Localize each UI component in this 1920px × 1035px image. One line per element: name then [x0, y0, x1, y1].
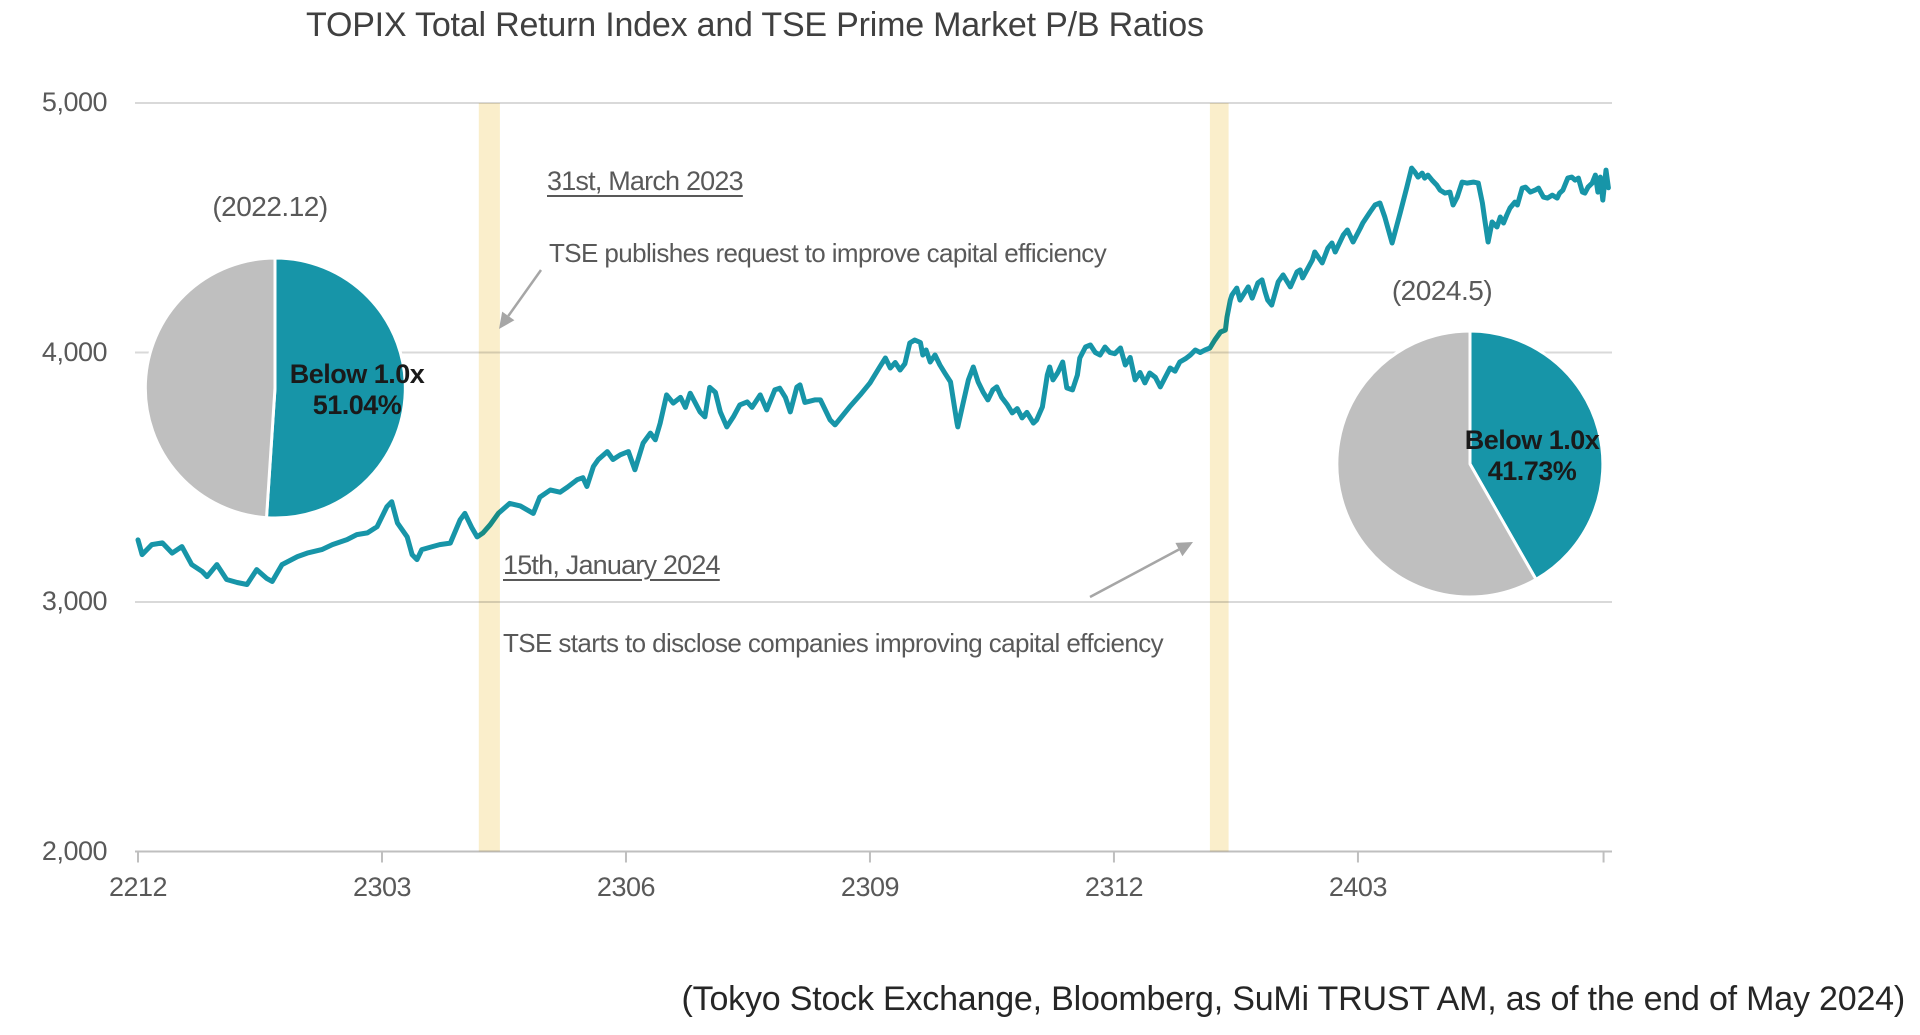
- annotation-date-march-2023: 31st, March 2023: [547, 166, 744, 196]
- source-note: (Tokyo Stock Exchange, Bloomberg, SuMi T…: [681, 980, 1906, 1018]
- page-title: TOPIX Total Return Index and TSE Prime M…: [306, 6, 1204, 44]
- y-axis-label-3000: 3,000: [41, 586, 108, 616]
- y-axis-label-5000: 5,000: [41, 87, 108, 117]
- pie-chart-2024-5: [1335, 329, 1605, 599]
- pie-slice-percent: 51.04%: [312, 390, 402, 420]
- y-axis-label-4000: 4,000: [41, 336, 108, 367]
- event-band-tse-request-31-march-2023: [478, 103, 500, 852]
- annotation-date-january-2024: 15th, January 2024: [503, 550, 721, 580]
- arrow-shaft: [1089, 548, 1180, 599]
- pie-slice-label-2024-5: Below 1.0x 41.73%: [1465, 425, 1600, 487]
- pie-period-label-2024-5: (2024.5): [1391, 275, 1493, 306]
- event-band-tse-disclosure-15-january-2024: [1209, 103, 1229, 852]
- pie-slice-1x-and-above: [143, 256, 277, 520]
- pie-chart-2022-12: [143, 256, 407, 520]
- arrow-to-march-2023-band: [499, 269, 543, 329]
- y-axis-label-2000: 2,000: [41, 835, 108, 866]
- pie-period-label-2022-12: (2022.12): [212, 191, 328, 222]
- pie-slice-label-2022-12: Below 1.0x 51.04%: [290, 359, 425, 421]
- pie-slice-below-1x: [1468, 329, 1605, 581]
- pie-slice-name: Below 1.0x: [1464, 425, 1600, 455]
- arrow-to-january-2024-band: [1089, 542, 1193, 599]
- pie-slice-name: Below 1.0x: [289, 359, 425, 389]
- x-axis-label-2306: 2306: [596, 872, 656, 902]
- pie-slice-below-1x: [265, 256, 407, 520]
- x-axis-label-2303: 2303: [352, 872, 412, 902]
- annotation-text-january-2024: TSE starts to disclose companies improvi…: [503, 628, 1164, 658]
- x-axis-label-2312: 2312: [1084, 872, 1144, 902]
- pie-slice-percent: 41.73%: [1487, 456, 1577, 486]
- arrow-head: [1175, 542, 1193, 557]
- topix-total-return-line: [135, 165, 1611, 587]
- x-axis-label-2212: 2212: [108, 872, 168, 902]
- arrow-head: [499, 311, 515, 329]
- arrow-shaft: [507, 269, 543, 317]
- pie-slice-1x-and-above: [1335, 329, 1538, 599]
- x-axis-label-2309: 2309: [840, 872, 900, 902]
- x-axis-label-2403: 2403: [1328, 872, 1388, 902]
- annotation-text-march-2023: TSE publishes request to improve capital…: [549, 238, 1107, 268]
